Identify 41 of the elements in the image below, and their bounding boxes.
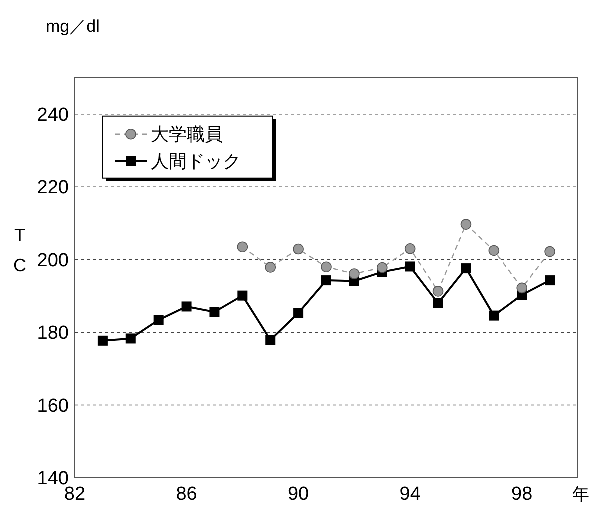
legend-label: 人間ドック: [151, 152, 241, 172]
y-tick-label: 220: [37, 178, 69, 199]
point: [545, 276, 556, 286]
text: mg／dl: [46, 17, 100, 36]
y-tick-label: 240: [37, 105, 69, 126]
point: [266, 335, 276, 346]
point: [294, 308, 304, 318]
point: [98, 336, 108, 346]
point: [433, 298, 444, 308]
point: [210, 307, 220, 318]
x-axis-title: 年: [572, 485, 590, 504]
x-tick-label: 94: [400, 484, 422, 505]
point: [488, 245, 500, 256]
y-axis-title: TC: [14, 226, 26, 276]
point: [238, 290, 248, 301]
point: [376, 262, 388, 274]
point: [154, 315, 164, 326]
y-tick-label: 180: [37, 323, 69, 344]
point: [544, 246, 556, 258]
x-tick-label: 98: [512, 484, 533, 505]
point: [126, 334, 136, 344]
y-tick-label: 160: [37, 396, 69, 417]
point: [489, 310, 500, 321]
point: [182, 302, 192, 312]
point: [293, 244, 304, 255]
point: [405, 262, 416, 272]
point: [349, 268, 360, 280]
point: [265, 262, 276, 273]
point: [516, 282, 528, 294]
x-tick-label: 86: [176, 484, 198, 505]
x-tick-label: 82: [64, 484, 86, 505]
point: [237, 242, 248, 252]
point: [322, 276, 332, 286]
x-tick-label: 90: [288, 484, 310, 505]
legend-label: 大学職員: [151, 124, 223, 145]
point: [321, 262, 332, 272]
y-tick-label: 200: [37, 250, 69, 272]
point: [404, 244, 416, 254]
point: [461, 264, 472, 274]
point: [460, 219, 472, 230]
point: [432, 286, 444, 297]
